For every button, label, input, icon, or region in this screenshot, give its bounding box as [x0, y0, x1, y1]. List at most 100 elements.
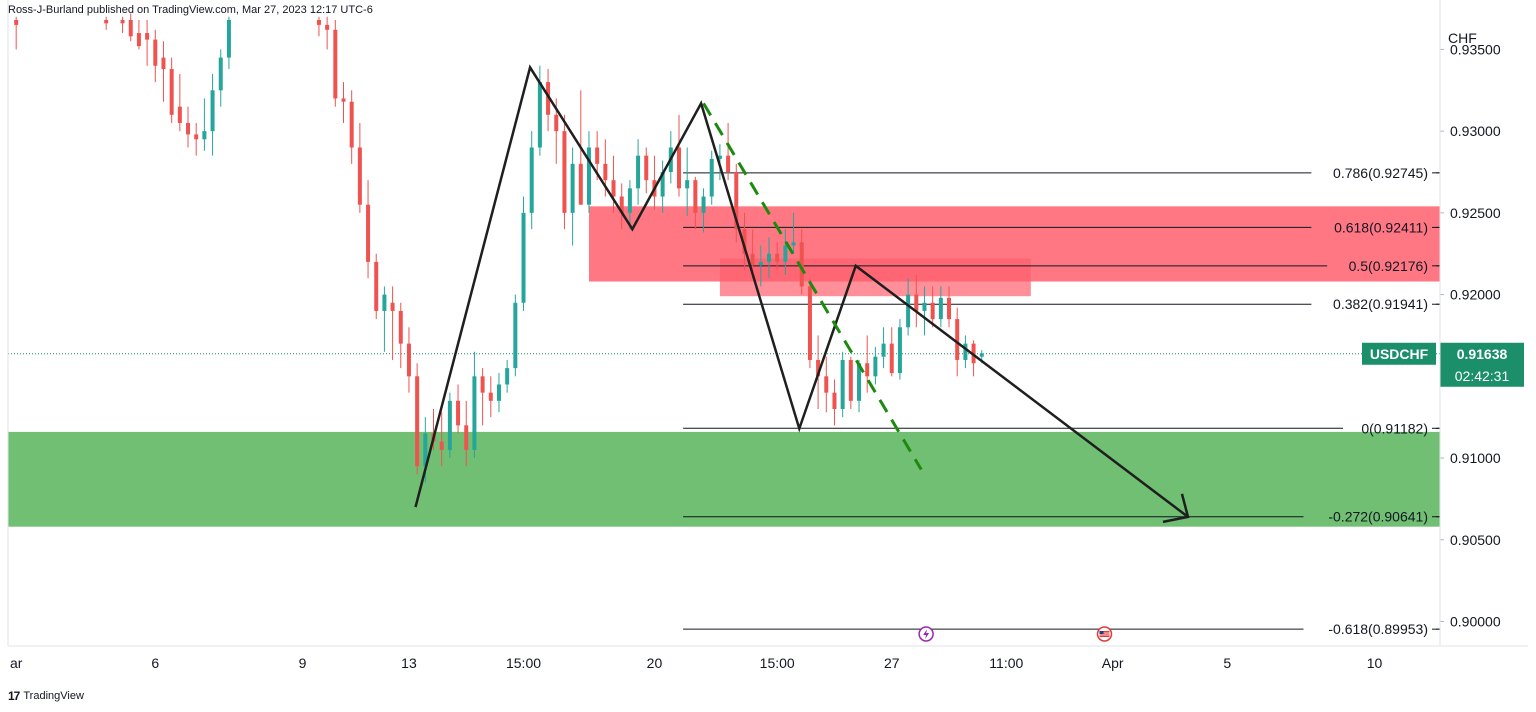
candle-body: [210, 90, 215, 132]
candle: [325, 16, 330, 50]
time-axis: ar 6 9 13 15:00 20 15:00 27 11:00 Apr 5 10: [10, 655, 1383, 671]
candle: [226, 16, 231, 70]
candle-body: [128, 20, 133, 37]
candle: [799, 229, 804, 295]
candle-body: [480, 376, 485, 393]
candle: [619, 183, 624, 230]
candle: [546, 69, 551, 132]
candle: [341, 82, 346, 123]
candle-body: [807, 286, 812, 360]
candle: [840, 351, 845, 418]
lightning-event-icon[interactable]: [918, 626, 934, 642]
fib-level-label: 0.382(0.91941): [1333, 296, 1428, 312]
fib-level-label: -0.618(0.89953): [1328, 621, 1428, 637]
candle: [439, 412, 444, 467]
candle-body: [161, 57, 166, 70]
candle-body: [758, 261, 763, 266]
candle: [676, 114, 681, 197]
price-tick-label: 0.90000: [1450, 613, 1501, 629]
candle: [562, 114, 567, 230]
candle-body: [554, 114, 559, 132]
time-tick-label: 15:00: [760, 655, 795, 671]
candle: [652, 155, 657, 210]
candle-body: [791, 242, 796, 246]
price-tick-label: 0.93000: [1450, 123, 1501, 139]
candle-body: [169, 69, 174, 115]
candle-body: [873, 356, 878, 377]
candle-body: [505, 368, 510, 385]
candle-body: [701, 196, 706, 213]
candle: [136, 20, 141, 50]
candle: [865, 335, 870, 393]
candle-body: [226, 20, 231, 58]
price-tick-label: 0.90500: [1450, 532, 1501, 548]
candle: [366, 180, 371, 279]
candle-body: [153, 39, 158, 66]
candle-body: [595, 147, 600, 164]
projection-dashed-line: [702, 102, 923, 471]
bar-countdown: 02:42:31: [1455, 368, 1510, 384]
tradingview-logo[interactable]: 17 TradingView: [8, 689, 84, 703]
candle-body: [406, 343, 411, 377]
candle: [701, 188, 706, 233]
candle-body: [415, 376, 420, 467]
candle: [783, 229, 788, 275]
candle-body: [218, 57, 223, 91]
candle: [947, 286, 952, 328]
symbol-tag-label: USDCHF: [1370, 346, 1429, 362]
time-tick-label: 15:00: [506, 655, 541, 671]
publisher-line: Ross-J-Burland published on TradingView.…: [8, 4, 373, 16]
candle-body: [186, 122, 191, 135]
candle: [832, 379, 837, 426]
candle-body: [832, 392, 837, 410]
candle: [496, 373, 501, 413]
candle: [586, 131, 591, 213]
candle-body: [447, 400, 452, 450]
candle-body: [570, 163, 575, 213]
candle-body: [734, 172, 739, 230]
candle: [807, 278, 812, 369]
price-tick-label: 0.93500: [1450, 41, 1501, 57]
candle: [406, 327, 411, 393]
candle-body: [906, 294, 911, 328]
candle-body: [439, 441, 444, 450]
candle-body: [938, 297, 943, 320]
time-tick-label: 20: [647, 655, 663, 671]
us-flag-event-icon[interactable]: [1096, 626, 1113, 642]
drawing-layer: [414, 64, 1190, 524]
candle: [824, 356, 829, 413]
candle-body: [889, 343, 894, 374]
candle-body: [611, 180, 616, 197]
candle-body: [881, 343, 886, 357]
candle: [873, 346, 878, 385]
price-tick-label: 0.91000: [1450, 450, 1501, 466]
candle: [513, 294, 518, 377]
time-tick-label: 11:00: [989, 655, 1023, 671]
candle-body: [693, 180, 698, 213]
candle-body: [423, 433, 428, 467]
fib-level-label: -0.272(0.90641): [1328, 509, 1428, 525]
candle-body: [848, 359, 853, 401]
candle-body: [382, 294, 387, 311]
candle-body: [914, 294, 919, 311]
time-tick-label: Apr: [1102, 655, 1124, 671]
price-tick-label: 0.92500: [1450, 205, 1501, 221]
time-tick-label: 13: [401, 655, 417, 671]
candle: [881, 327, 886, 369]
candle-body: [194, 134, 199, 140]
candle-body: [930, 302, 935, 320]
candle-body: [586, 147, 591, 205]
candle-body: [366, 204, 371, 262]
candle: [128, 13, 133, 42]
candle: [177, 73, 182, 132]
candle: [333, 20, 338, 107]
candle: [963, 335, 968, 369]
last-price-value: 0.91638: [1457, 346, 1508, 362]
candle: [447, 392, 452, 459]
candle: [529, 131, 534, 230]
candle-body: [341, 98, 346, 102]
candle-body: [488, 392, 493, 401]
candle: [660, 160, 665, 213]
